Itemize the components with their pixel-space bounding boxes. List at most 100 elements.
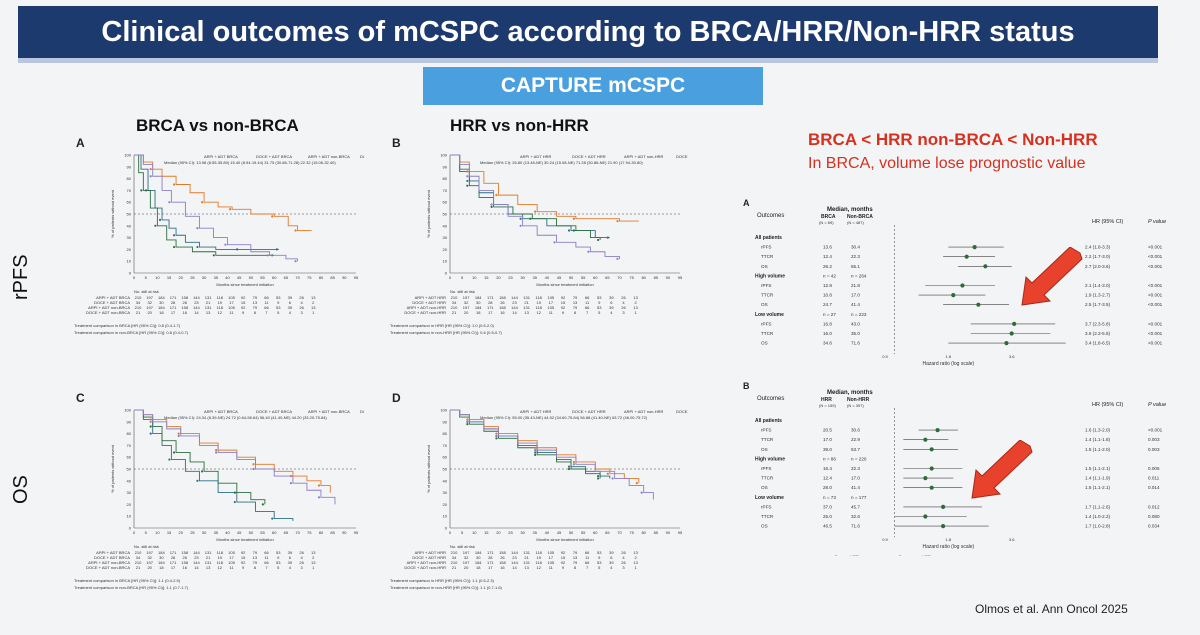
x-tick-label: 5 [145,530,148,535]
x-tick-label: 30 [520,530,525,535]
censor-marker [149,418,152,421]
censor-marker [466,170,469,173]
censor-marker [572,229,575,232]
x-tick-label: 25 [190,275,195,280]
risk-count: 79 [573,560,578,565]
risk-count: 92 [561,305,566,310]
outcome-label: TTCR [761,514,774,519]
censor-marker [289,482,293,485]
risk-count: 210 [135,560,142,565]
risk-count: 210 [451,550,458,555]
y-tick-label: 20 [127,247,132,252]
risk-count: 20 [147,565,152,570]
risk-count: 17 [229,555,234,560]
survival-curve [450,154,620,259]
risk-count: 118 [536,550,543,555]
censor-marker [519,224,522,227]
hr-ci-text: 1.4 (1.1-1.9) [1085,476,1110,481]
y-tick-label: 50 [127,467,132,472]
censor-marker [177,434,180,438]
risk-count: 4 [289,310,292,315]
risk-count: 184 [475,550,482,555]
censor-marker [572,463,575,466]
risk-count: 197 [463,295,470,300]
y-tick-label: 80 [443,431,448,436]
median-c2: n = 223 [851,312,867,317]
risk-count: 184 [158,550,165,555]
risk-count: 14 [194,310,199,315]
risk-count: 2 [634,300,637,305]
censor-marker [201,470,204,473]
risk-count: 13 [524,565,529,570]
risk-count: 15 [241,300,246,305]
censor-marker [466,179,469,183]
survival-curve [134,154,299,262]
risk-count: 1 [634,565,637,570]
median-c2: n = 264 [851,273,867,278]
forest-plot-hrr: B Outcomes Median, months HRR Non-HRR (N = 15… [735,378,1175,561]
risk-count: 18 [476,565,481,570]
risk-count: 79 [253,295,258,300]
y-tick-label: 10 [443,259,448,264]
risk-count: 17 [549,555,554,560]
survival-curve [134,154,279,250]
y-tick-label: 70 [443,188,448,193]
y-tick-label: 70 [127,443,132,448]
x-tick-label: 65 [284,530,289,535]
y-tick-label: 20 [127,502,132,507]
risk-count: 92 [561,560,566,565]
y-tick-label: 100 [124,408,131,413]
hr-ci-text: 2.2 (1.7-3.0) [1085,254,1110,259]
outcome-label: OS [761,447,768,452]
x-tick-label: 70 [295,275,300,280]
hr-ci-text: 1.5 (1.1-2.1) [1085,466,1110,471]
x-tick-label: 95 [678,275,683,280]
y-tick-label: 30 [127,235,132,240]
x-tick-label: 75 [629,275,634,280]
survival-curve [450,409,611,479]
median-text: Median (95% CI): 26.80 (13.48-NE) 30.24 … [480,160,643,165]
risk-count: 21 [136,565,141,570]
outcome-label: TTCR [761,254,774,259]
risk-count: 20 [464,310,469,315]
risk-row-label: DOCE + ADT HRR [412,300,446,305]
risk-count: 34 [136,555,141,560]
censor-marker [534,453,537,456]
risk-count: 210 [135,305,142,310]
censor-marker [158,218,162,221]
censor-marker [490,203,493,206]
hr-point [923,476,928,481]
risk-count: 2 [312,300,315,305]
x-tick-label: 75 [307,275,312,280]
censor-marker [640,491,643,494]
censor-marker [149,425,152,428]
x-tick-label: 80 [319,275,324,280]
hr-point [976,302,981,307]
y-axis-label: % of patients without event [110,189,115,238]
p-value-text: <0.001 [1148,341,1163,346]
headline-text: BRCA < HRR non-BRCA < Non-HRR [808,130,1098,149]
risk-count: 17 [549,300,554,305]
censor-marker [201,201,204,204]
x-tick-label: 25 [190,530,195,535]
risk-count: 23 [512,300,517,305]
legend-entry: ARPI + ADT non-HRR [624,409,663,414]
x-tick-label: 25 [508,530,513,535]
p-value-text: 0.003 [1148,447,1160,452]
median-c2: 17.0 [851,476,860,481]
risk-count: 105 [547,560,554,565]
outcome-label: OS [761,264,768,269]
risk-count: 118 [536,295,543,300]
risk-count: 92 [561,550,566,555]
hr-point [1004,341,1009,346]
y-tick-label: 30 [443,490,448,495]
risk-count: 17 [171,565,176,570]
risk-count: 1 [634,310,637,315]
hr-ci-text: 2.7 (2.0-3.6) [1085,264,1110,269]
median-c2: n = 220 [851,456,867,461]
x-tick-label: 20 [496,275,501,280]
median-c2: 17.0 [851,293,860,298]
x-tick-label: 55 [581,275,586,280]
